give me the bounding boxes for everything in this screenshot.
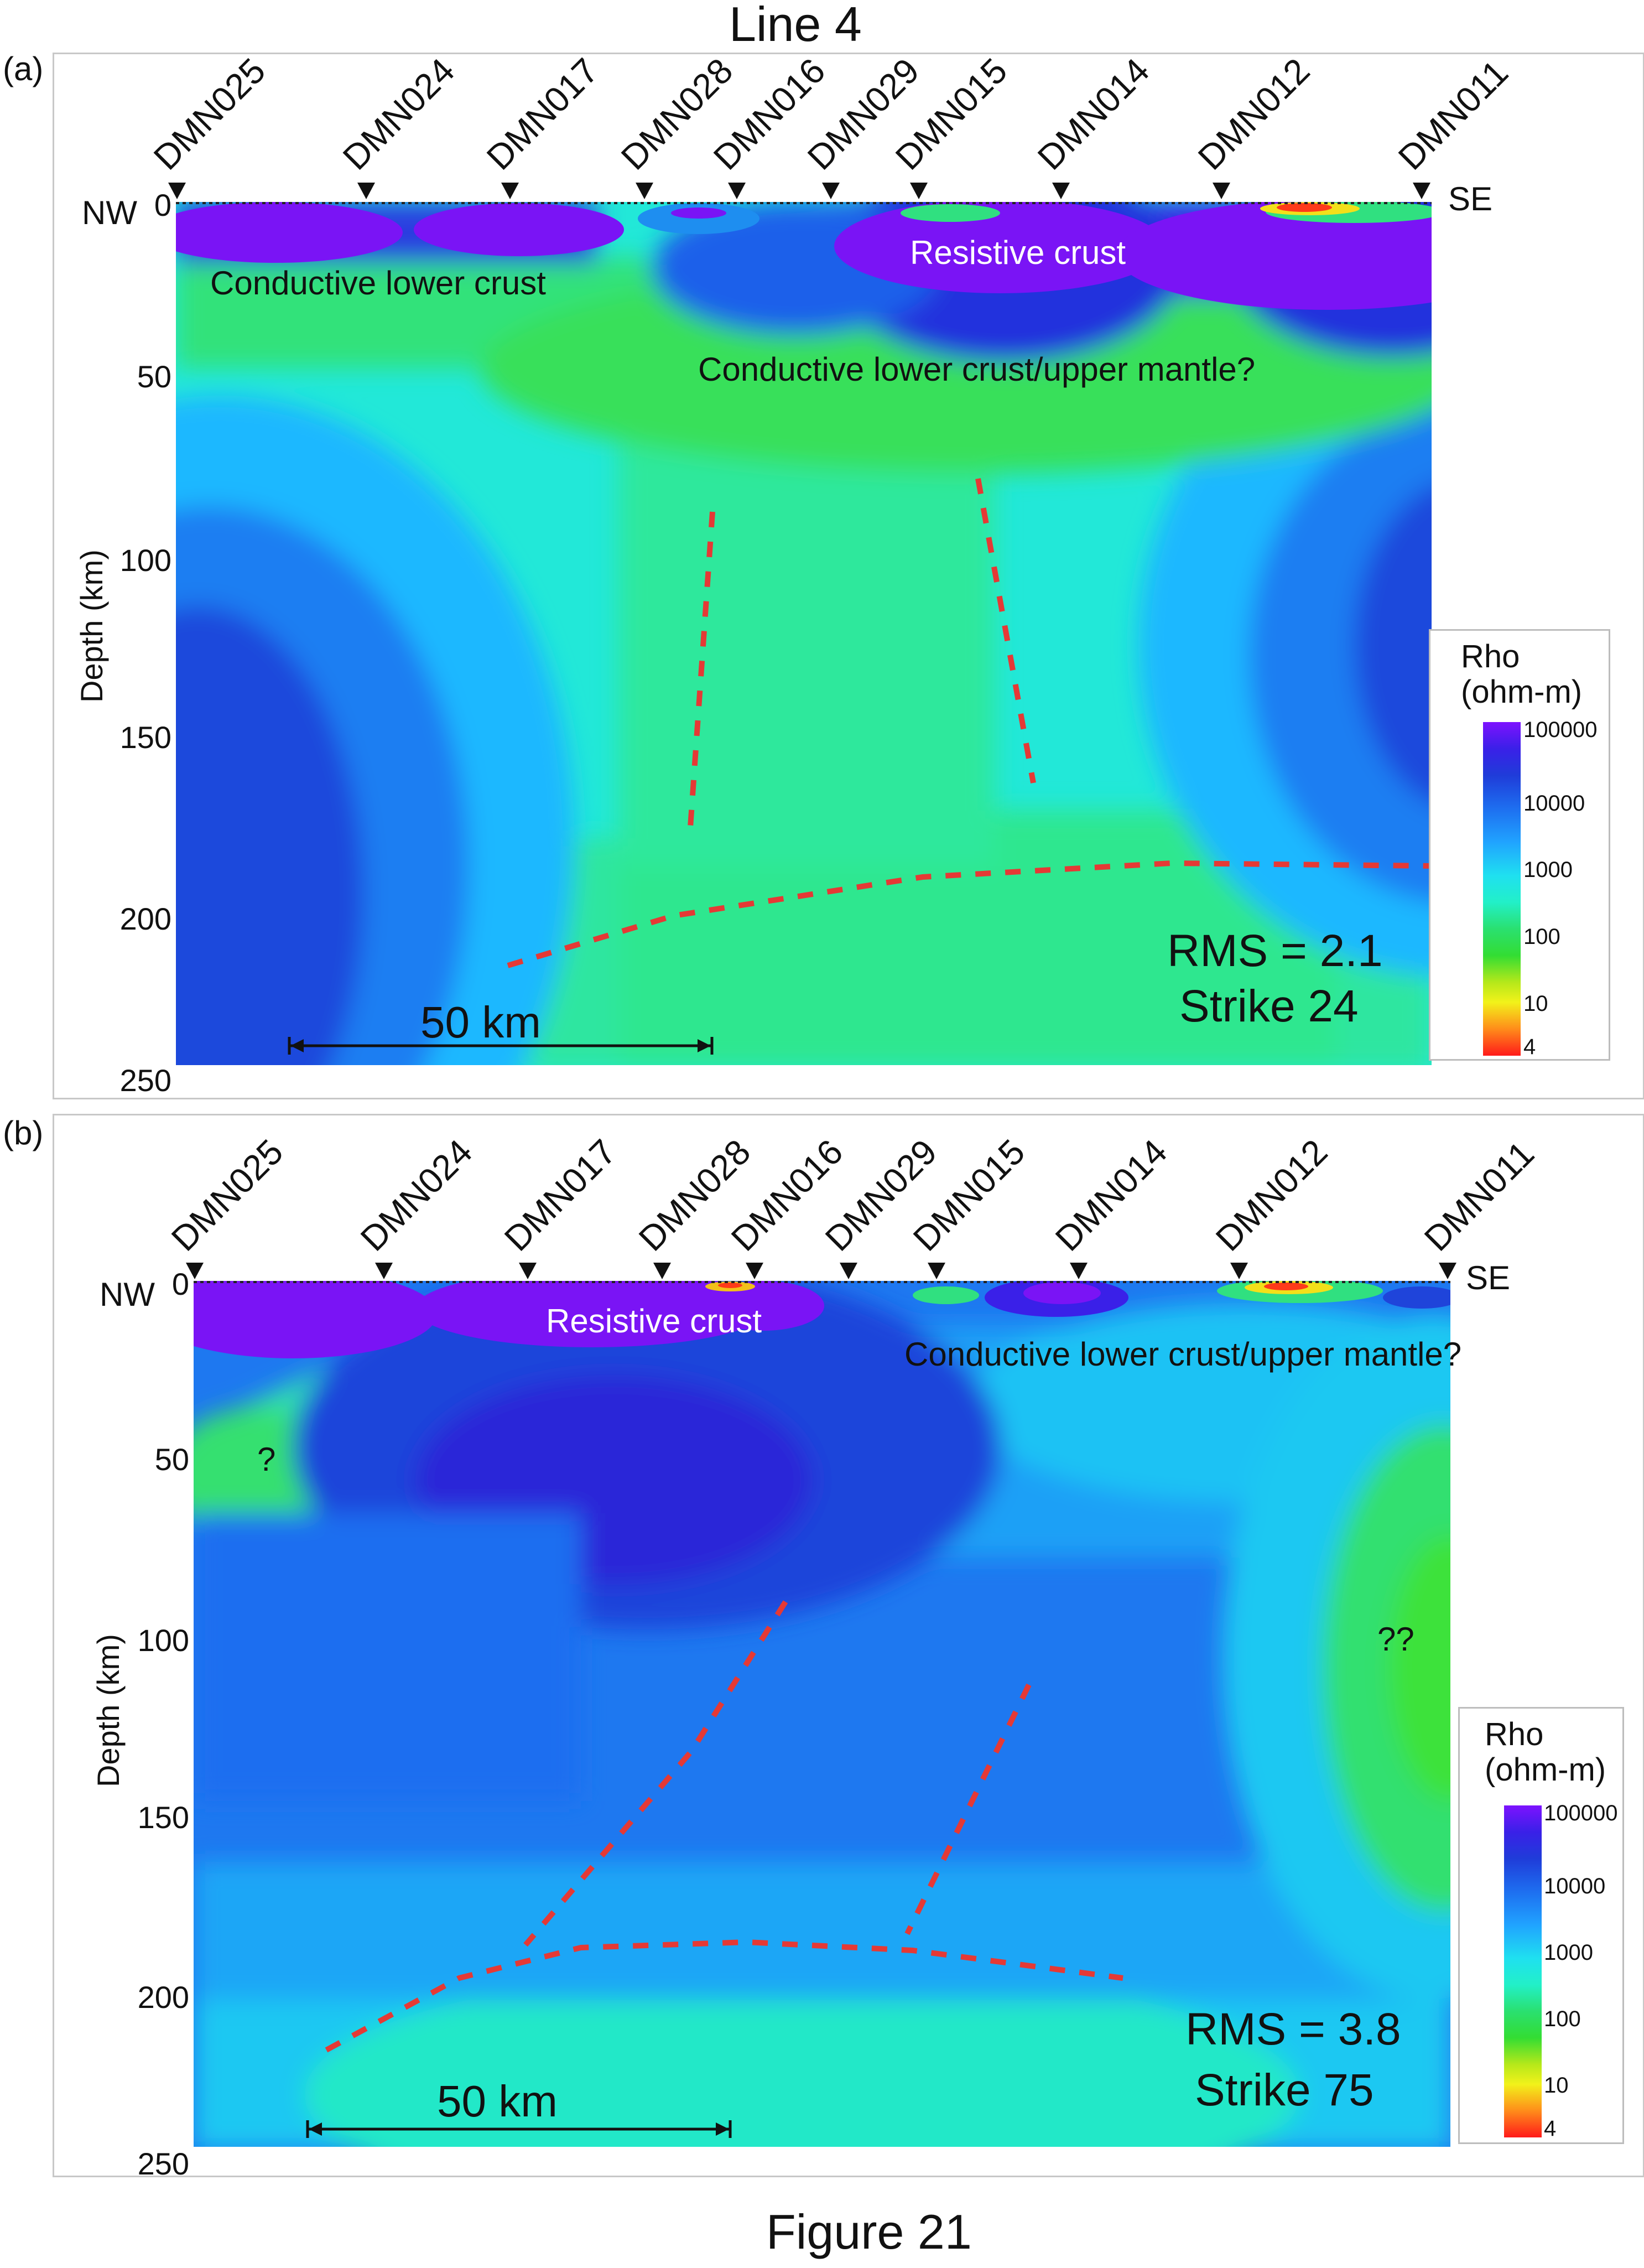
station-marker-icon [375,1263,393,1279]
y-tick-label: 250 [119,1063,171,1098]
station-marker-icon [1230,1263,1248,1279]
legend-tick-label: 100 [1523,924,1560,949]
panel-a-scale-bar [288,1037,714,1055]
panel-b-label: (b) [3,1114,44,1151]
legend-tick-label: 4 [1523,1034,1536,1059]
panel-a-frame [53,53,1644,1099]
figure-title: Line 4 [729,0,862,51]
station-marker-icon [1070,1263,1088,1279]
panel-a-anno-resistive-crust: Resistive crust [910,234,1126,271]
legend-tick-label: 10 [1544,2073,1569,2098]
panel-a-nw-label: NW [82,194,137,231]
panel-a-anno-conductive-mantle: Conductive lower crust/upper mantle? [698,351,1256,388]
station-marker-icon [186,1263,204,1279]
panel-b-se-label: SE [1466,1259,1511,1296]
station-marker-icon [519,1263,537,1279]
panel-a-rms: RMS = 2.1 [1167,926,1383,976]
station-marker-icon [1413,183,1430,199]
station-marker-icon [1052,183,1070,199]
y-tick-label: 200 [137,1980,189,2015]
panel-b-scale-label: 50 km [437,2077,558,2126]
panel-a-scale-label: 50 km [420,998,541,1047]
panel-a-label: (a) [3,50,44,87]
legend-tick-label: 1000 [1523,858,1573,883]
panel-b-resistivity-section [194,1281,1450,2147]
panel-b-anno-question: ? [257,1441,276,1478]
panel-a-y-axis-label: Depth (km) [74,549,109,703]
panel-b-legend-unit: (ohm-m) [1485,1752,1606,1788]
panel-b-anno-resistive-crust: Resistive crust [546,1302,762,1340]
station-marker-icon [1213,183,1230,199]
y-tick-label: 50 [137,359,171,394]
panel-b-y-axis-label: Depth (km) [91,1634,126,1787]
panel-a-model-svg [176,202,1432,1065]
panel-a-legend-title: Rho [1461,639,1520,674]
panel-a-strike: Strike 24 [1179,981,1359,1031]
panel-b-color-legend: Rho (ohm-m) 100000 10000 1000 100 10 4 [1458,1707,1624,2144]
panel-b-strike: Strike 75 [1195,2065,1374,2115]
panel-a-anno-conductive-lower-crust: Conductive lower crust [210,264,546,302]
panel-a-color-legend: Rho (ohm-m) 100000 10000 1000 100 10 4 [1429,629,1610,1061]
y-tick-label: 250 [137,2146,189,2181]
y-tick-label: 200 [119,901,171,936]
station-marker-icon [840,1263,857,1279]
legend-tick-label: 100 [1544,2007,1581,2031]
y-tick-label: 100 [137,1623,189,1658]
panel-a-legend-unit: (ohm-m) [1461,674,1583,710]
station-marker-icon [746,1263,763,1279]
station-marker-icon [928,1263,945,1279]
y-tick-label: 0 [171,1267,189,1301]
panel-a-se-label: SE [1448,180,1493,217]
legend-tick-label: 100000 [1523,718,1598,743]
station-marker-icon [636,183,653,199]
station-marker-icon [728,183,746,199]
panel-b-nw-label: NW [100,1276,155,1313]
station-marker-icon [1439,1263,1456,1279]
station-marker-icon [822,183,840,199]
panel-b-frame [53,1114,1644,2177]
panel-b-anno-conductive-mantle: Conductive lower crust/upper mantle? [904,1336,1462,1373]
legend-tick-label: 100000 [1544,1801,1618,1825]
figure-caption: Figure 21 [766,2204,972,2259]
panel-b-model-svg [194,1281,1450,2147]
legend-tick-label: 10000 [1544,1874,1606,1898]
legend-tick-label: 10000 [1523,791,1585,816]
legend-tick-label: 10 [1523,991,1548,1016]
panel-b-rms: RMS = 3.8 [1185,2004,1401,2054]
y-tick-label: 150 [119,720,171,755]
panel-b-legend-title: Rho [1485,1716,1544,1752]
y-tick-label: 100 [119,543,171,578]
station-marker-icon [653,1263,671,1279]
y-tick-label: 50 [154,1442,189,1477]
station-marker-icon [168,183,186,199]
station-marker-icon [910,183,928,199]
panel-b-colorbar [1504,1805,1542,2137]
panel-a-resistivity-section [176,202,1432,1065]
panel-a-colorbar [1483,722,1521,1056]
legend-tick-label: 4 [1544,2116,1557,2141]
panel-b-scale-bar [306,2120,732,2138]
station-marker-icon [501,183,519,199]
y-tick-label: 150 [137,1800,189,1835]
panel-b-anno-double-question: ?? [1377,1621,1414,1658]
y-tick-label: 0 [154,188,171,222]
station-marker-icon [357,183,375,199]
legend-tick-label: 1000 [1544,1940,1593,1965]
